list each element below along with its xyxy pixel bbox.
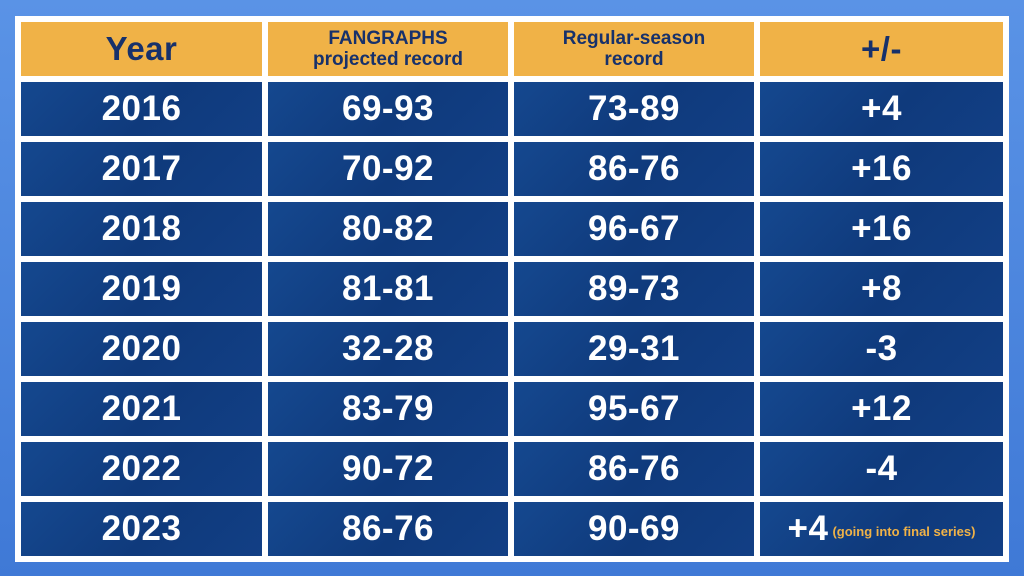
header-projected-line2: projected record (313, 49, 463, 70)
header-year: Year (21, 22, 262, 76)
cell-projected-record: 83-79 (268, 382, 508, 436)
cell-year: 2022 (21, 442, 262, 496)
header-actual-line2: record (604, 49, 664, 70)
header-projected-line1: FANGRAPHS (328, 28, 448, 49)
table-row: 2022 90-72 86-76 -4 (21, 442, 1003, 496)
diff-value: +4 (787, 509, 829, 548)
cell-regular-season-record: 95-67 (514, 382, 754, 436)
cell-diff: -4 (760, 442, 1003, 496)
cell-year: 2017 (21, 142, 262, 196)
cell-diff: +4 (going into final series) (760, 502, 1003, 556)
diff-note: (going into final series) (832, 524, 976, 539)
cell-regular-season-record: 73-89 (514, 82, 754, 136)
table-row: 2019 81-81 89-73 +8 (21, 262, 1003, 316)
diff-wrap: -3 (865, 329, 897, 368)
cell-year: 2016 (21, 82, 262, 136)
cell-regular-season-record: 89-73 (514, 262, 754, 316)
cell-year: 2019 (21, 262, 262, 316)
cell-diff: +16 (760, 202, 1003, 256)
table-row: 2018 80-82 96-67 +16 (21, 202, 1003, 256)
cell-diff: -3 (760, 322, 1003, 376)
cell-projected-record: 81-81 (268, 262, 508, 316)
cell-projected-record: 70-92 (268, 142, 508, 196)
cell-diff: +12 (760, 382, 1003, 436)
table-row: 2021 83-79 95-67 +12 (21, 382, 1003, 436)
cell-year: 2020 (21, 322, 262, 376)
table-row: 2020 32-28 29-31 -3 (21, 322, 1003, 376)
cell-projected-record: 80-82 (268, 202, 508, 256)
cell-year: 2023 (21, 502, 262, 556)
diff-wrap: +16 (851, 209, 912, 248)
table-body: 2016 69-93 73-89 +4 2017 70-92 86-76 +16 2018 80-… (21, 82, 1003, 556)
cell-regular-season-record: 86-76 (514, 142, 754, 196)
diff-value: -4 (865, 449, 898, 488)
records-table: Year FANGRAPHS projected record Regular-… (15, 16, 1009, 562)
cell-projected-record: 32-28 (268, 322, 508, 376)
cell-diff: +4 (760, 82, 1003, 136)
diff-value: -3 (865, 329, 898, 368)
cell-projected-record: 69-93 (268, 82, 508, 136)
cell-regular-season-record: 90-69 (514, 502, 754, 556)
header-diff: +/- (760, 22, 1003, 76)
diff-value: +16 (851, 149, 912, 188)
header-regular-season-record: Regular-season record (514, 22, 754, 76)
cell-year: 2018 (21, 202, 262, 256)
cell-projected-record: 90-72 (268, 442, 508, 496)
table-header-row: Year FANGRAPHS projected record Regular-… (21, 22, 1003, 76)
diff-value: +8 (861, 269, 902, 308)
diff-wrap: -4 (865, 449, 897, 488)
diff-value: +4 (861, 89, 902, 128)
cell-regular-season-record: 96-67 (514, 202, 754, 256)
table-row: 2016 69-93 73-89 +4 (21, 82, 1003, 136)
diff-wrap: +16 (851, 149, 912, 188)
table-row: 2017 70-92 86-76 +16 (21, 142, 1003, 196)
header-actual-line1: Regular-season (562, 28, 706, 49)
diff-wrap: +8 (861, 269, 902, 308)
diff-value: +16 (851, 209, 912, 248)
cell-year: 2021 (21, 382, 262, 436)
cell-projected-record: 86-76 (268, 502, 508, 556)
cell-regular-season-record: 86-76 (514, 442, 754, 496)
cell-regular-season-record: 29-31 (514, 322, 754, 376)
diff-wrap: +12 (851, 389, 912, 428)
diff-value: +12 (851, 389, 912, 428)
table-row: 2023 86-76 90-69 +4 (going into final series… (21, 502, 1003, 556)
diff-wrap: +4 (861, 89, 902, 128)
cell-diff: +16 (760, 142, 1003, 196)
header-projected-record: FANGRAPHS projected record (268, 22, 508, 76)
cell-diff: +8 (760, 262, 1003, 316)
diff-wrap: +4 (going into final series) (788, 509, 976, 548)
